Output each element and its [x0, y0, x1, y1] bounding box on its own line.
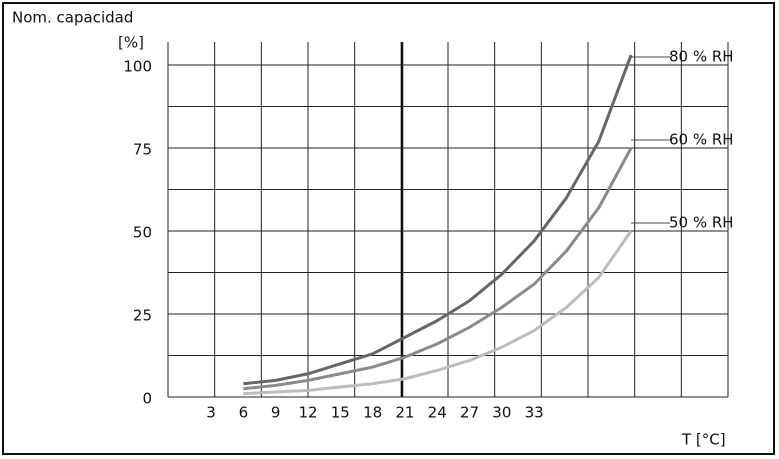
x-tick-label: 24 [428, 404, 447, 422]
y-tick-label: 75 [133, 141, 152, 159]
chart-title: Nom. capacidad [12, 9, 133, 27]
legend-label: 80 % RH [669, 48, 734, 66]
x-tick-label: 30 [492, 404, 511, 422]
x-tick-label: 21 [395, 404, 414, 422]
series-line [243, 147, 633, 391]
x-tick-label: 18 [363, 404, 382, 422]
x-tick-label: 6 [239, 404, 249, 422]
x-tick-label: 27 [460, 404, 479, 422]
series-line [243, 230, 633, 396]
y-tick-label: 0 [142, 390, 152, 408]
x-tick-label: 9 [271, 404, 281, 422]
x-tick-label: 33 [525, 404, 544, 422]
y-tick-label: 50 [133, 224, 152, 242]
x-tick-label: 15 [331, 404, 350, 422]
x-axis-label: T [°C] [681, 431, 726, 449]
series-line [243, 54, 633, 386]
y-tick-label: 25 [133, 307, 152, 325]
y-tick-label: 100 [123, 58, 152, 76]
x-tick-label: 12 [298, 404, 317, 422]
y-unit: [%] [118, 34, 144, 52]
legend-label: 60 % RH [669, 131, 734, 149]
frame [2, 2, 775, 455]
x-tick-label: 3 [206, 404, 216, 422]
legend-label: 50 % RH [669, 214, 734, 232]
